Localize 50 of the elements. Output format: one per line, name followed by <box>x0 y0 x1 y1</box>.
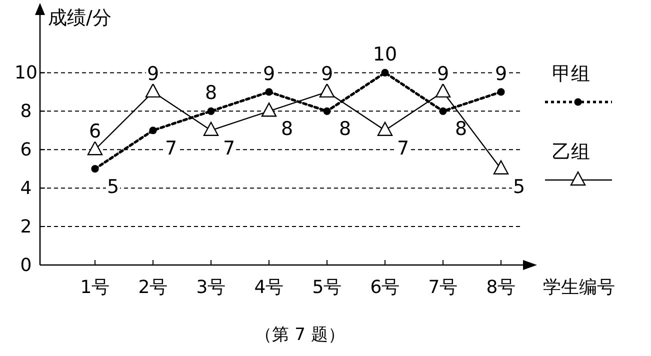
y-tick-label: 2 <box>20 216 32 238</box>
x-tick-label: 5号 <box>312 277 342 298</box>
point <box>497 88 505 96</box>
x-tick-label: 1号 <box>80 277 110 298</box>
x-tick-label: 4号 <box>254 277 284 298</box>
x-tick-label: 8号 <box>486 277 516 298</box>
data-label: 10 <box>372 44 398 66</box>
text: 乙组 <box>552 141 590 163</box>
y-tick-label: 8 <box>20 101 32 122</box>
x-tick-label: 2号 <box>138 277 168 298</box>
point <box>207 107 215 115</box>
data-label: 8 <box>454 118 468 140</box>
data-label: 7 <box>396 137 410 160</box>
data-label: 5 <box>512 176 526 198</box>
y-tick-label: 4 <box>20 178 32 200</box>
y-axis-title: 成绩/分 <box>48 7 112 29</box>
data-label: 8 <box>280 118 294 140</box>
point <box>145 83 161 98</box>
x-tick-label: 3号 <box>196 277 226 298</box>
point <box>435 83 451 98</box>
point <box>439 107 447 115</box>
point <box>493 160 509 174</box>
x-axis-title: 学生编号 <box>543 277 615 298</box>
point <box>265 88 273 96</box>
x-tick-label: 7号 <box>428 277 458 298</box>
data-label: 9 <box>436 62 450 85</box>
text: 甲组 <box>552 63 590 85</box>
data-label: 9 <box>320 62 334 85</box>
data-label: 7 <box>222 137 236 160</box>
point <box>381 68 389 76</box>
data-label: 6 <box>88 120 102 143</box>
point <box>377 122 393 136</box>
y-tick-label: 0 <box>20 255 32 276</box>
data-label: 5 <box>106 176 120 198</box>
text: （第 7 题） <box>255 325 345 345</box>
x-tick-label: 6号 <box>370 277 400 298</box>
point <box>203 122 219 136</box>
point <box>261 102 277 117</box>
point <box>87 141 103 156</box>
y-tick-label: 10 <box>14 62 38 84</box>
point <box>149 126 157 134</box>
y-tick-label: 6 <box>20 140 32 161</box>
data-label: 9 <box>494 62 508 85</box>
data-label: 9 <box>262 62 276 85</box>
point <box>323 107 331 115</box>
data-label: 8 <box>338 118 352 140</box>
data-label: 7 <box>164 137 178 160</box>
data-label: 9 <box>146 62 160 85</box>
point <box>319 83 335 98</box>
data-label: 8 <box>204 82 218 104</box>
